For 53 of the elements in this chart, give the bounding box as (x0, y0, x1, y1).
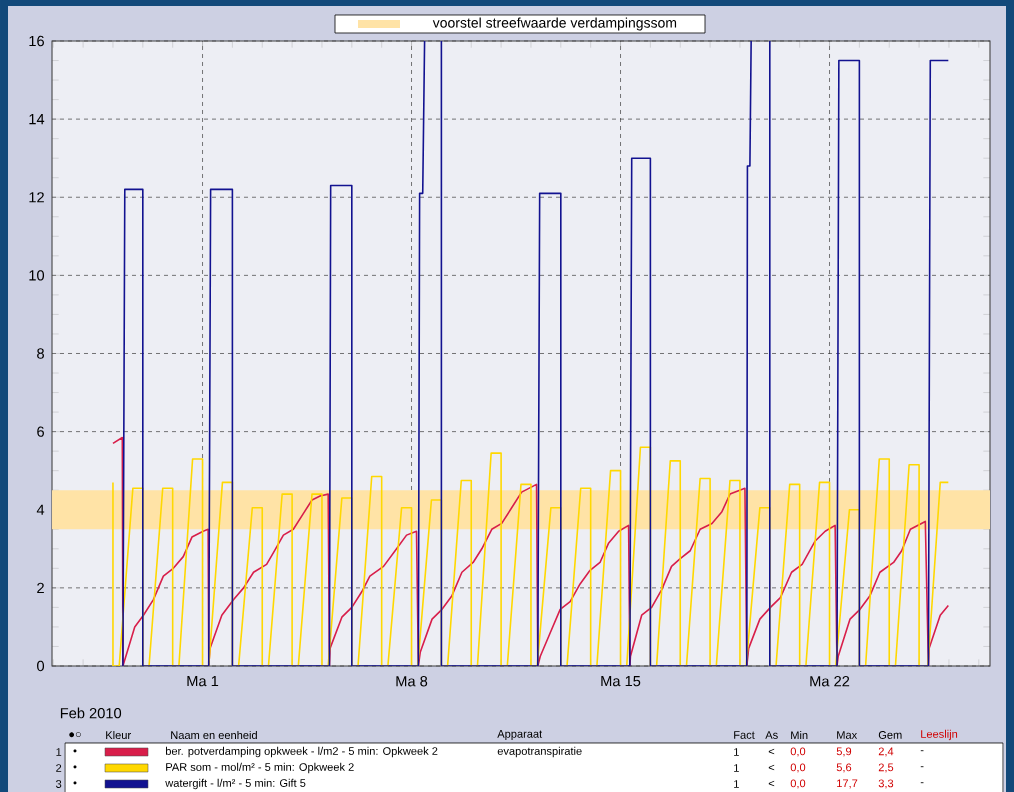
y-tick-label: 6 (37, 426, 44, 437)
y-tick-label: 12 (29, 192, 44, 203)
text: 5,6 (836, 763, 852, 773)
x-axis-title: Feb 2010 (60, 707, 122, 719)
y-tick-label: 10 (29, 270, 45, 281)
x-tick-label: Ma 1 (187, 676, 219, 687)
text: 0,0 (790, 747, 806, 757)
y-tick-label: 16 (29, 35, 44, 47)
text: Min (791, 730, 808, 739)
text: Max (837, 731, 858, 739)
text: 0,0 (790, 763, 806, 773)
text: 2 (56, 764, 62, 772)
text: 3 (56, 780, 62, 788)
text: 5,9 (836, 747, 852, 757)
legend-label: voorstel streefwaarde verdampingssom (432, 17, 677, 31)
x-tick-label: Ma 15 (601, 676, 641, 687)
text: • (73, 765, 77, 769)
text: 2,4 (878, 747, 894, 757)
text: • (73, 749, 77, 753)
text: • (73, 781, 77, 785)
text: 1 (734, 764, 739, 772)
text: 1 (734, 780, 739, 788)
text: Naam en eenheid (171, 730, 257, 740)
text: - (920, 766, 924, 768)
legend-label: ber. potverdamping opkweek - l/m2 - 5 min: Opkweek 2 (165, 746, 438, 758)
text: Gem (878, 731, 902, 739)
text: ●○ (69, 732, 81, 738)
x-tick-label: Ma 8 (396, 676, 428, 687)
legend-label: PAR som - mol/m² - 5 min: Opkweek 2 (166, 762, 354, 774)
y-tick-label: 2 (37, 582, 44, 593)
text: < (768, 780, 775, 787)
text: Fact (734, 731, 755, 739)
text: - (920, 782, 924, 784)
text: Apparaat (497, 730, 543, 740)
text: Leeslijn (921, 729, 958, 741)
text: < (768, 748, 775, 755)
y-tick-label: 4 (36, 504, 45, 515)
y-tick-label: 8 (37, 348, 44, 359)
text: As (765, 731, 778, 739)
text: 1 (734, 748, 739, 756)
text: 17,7 (837, 779, 858, 789)
y-tick-label: 0 (37, 660, 45, 672)
text: < (768, 764, 775, 771)
text: 1 (56, 748, 62, 756)
text: - (920, 750, 924, 752)
text: 3,3 (878, 779, 894, 789)
x-tick-label: Ma 22 (810, 676, 850, 687)
text: Kleur (106, 730, 131, 740)
legend-label: watergift - l/m² - 5 min: Gift 5 (165, 778, 306, 790)
text: 0,0 (790, 779, 806, 789)
text: 2,5 (878, 763, 894, 773)
y-tick-label: 14 (29, 114, 45, 125)
text: evapotranspiratie (497, 746, 582, 758)
